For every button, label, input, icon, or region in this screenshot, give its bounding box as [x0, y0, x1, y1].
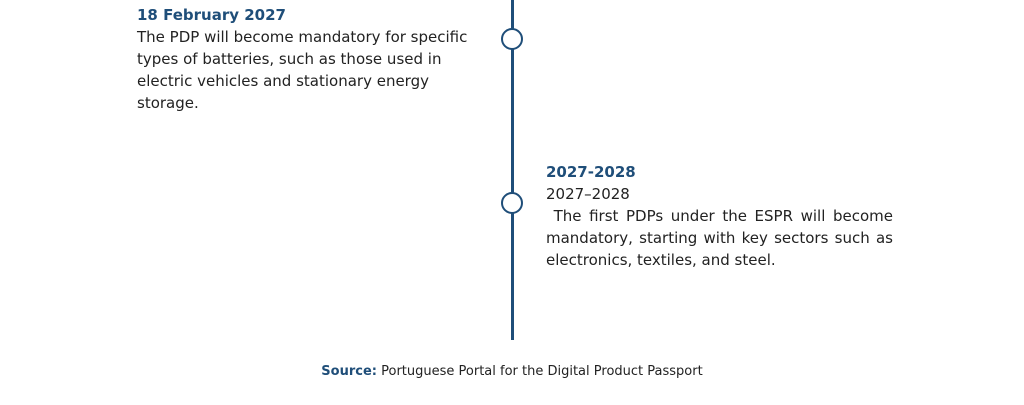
entry-description: The first PDPs under the ESPR will becom…: [546, 207, 893, 269]
entry-subdate: 2027–2028: [546, 185, 630, 203]
source-label: Source:: [321, 364, 377, 379]
source-text: Portuguese Portal for the Digital Produc…: [376, 364, 703, 379]
timeline-entry-2: 2027-2028 2027–2028 The first PDPs under…: [546, 161, 893, 271]
timeline-node-2: [501, 192, 523, 214]
entry-date: 2027-2028: [546, 163, 636, 181]
timeline-entry-1: 18 February 2027 The PDP will become man…: [137, 4, 487, 114]
entry-date: 18 February 2027: [137, 6, 286, 24]
source-caption: Source: Portuguese Portal for the Digita…: [0, 364, 1024, 379]
timeline-axis: [511, 0, 514, 340]
entry-description: The PDP will become mandatory for specif…: [137, 28, 468, 112]
timeline-node-1: [501, 28, 523, 50]
